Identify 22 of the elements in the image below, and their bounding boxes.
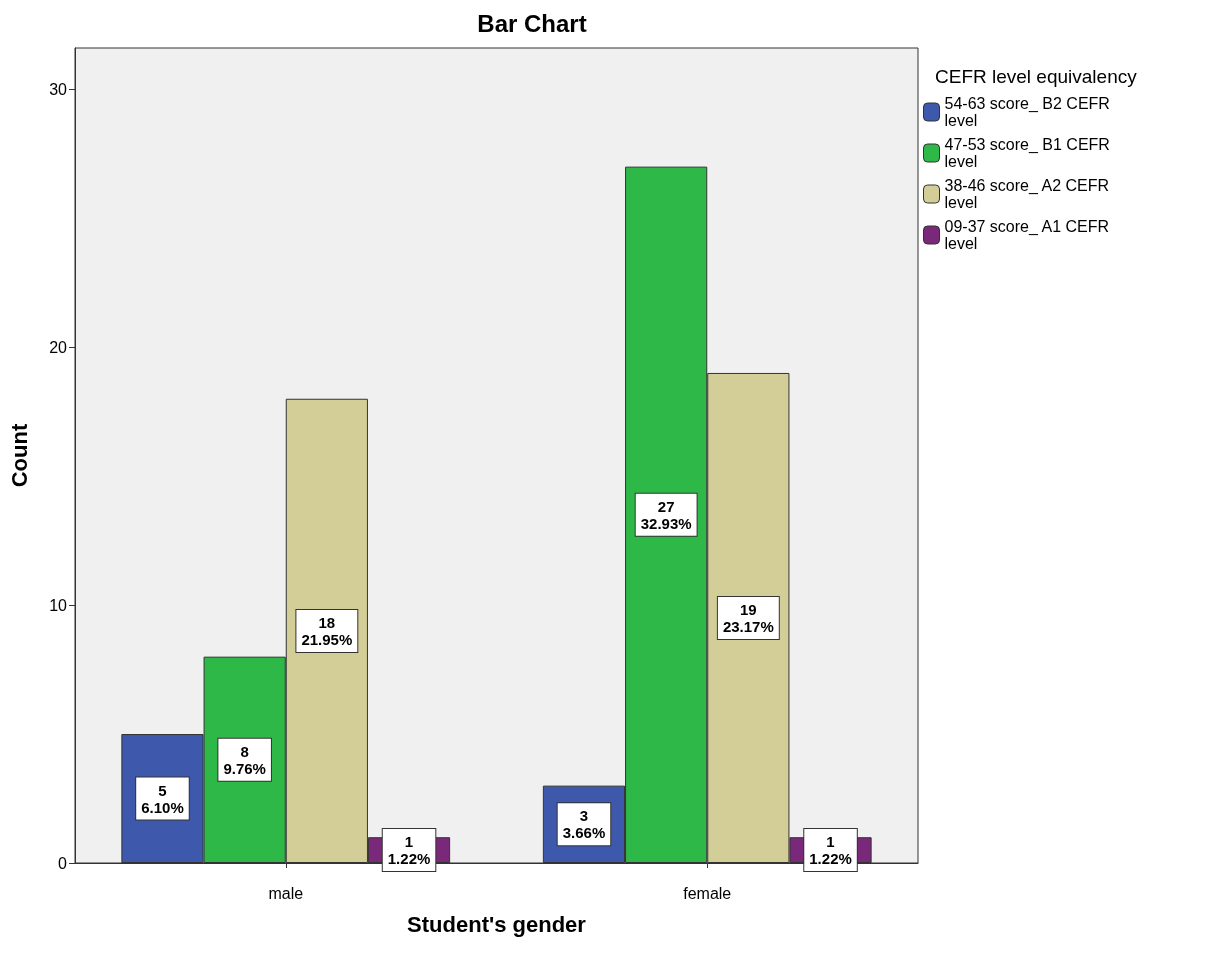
data-label: 3 3.66% <box>562 807 606 842</box>
y-tick-label: 30 <box>49 80 68 98</box>
data-label: 1 1.22% <box>387 833 431 868</box>
y-axis-title: Count <box>6 423 32 488</box>
x-tick-label: male <box>268 884 304 902</box>
legend-label: 47-53 score_ B1 CEFR level <box>944 136 1115 170</box>
y-tick-label: 0 <box>58 854 68 872</box>
data-label: 1 1.22% <box>809 833 852 868</box>
legend-label: 38-46 score_ A2 CEFR level <box>944 177 1114 211</box>
data-label: 19 23.17% <box>722 600 774 635</box>
data-label: 18 21.95% <box>301 613 353 648</box>
data-label: 8 9.76% <box>223 742 266 777</box>
x-axis-title: Student's gender <box>407 911 587 937</box>
chart-title: Bar Chart <box>477 9 587 37</box>
x-tick-label: female <box>683 884 732 902</box>
y-tick-label: 10 <box>49 596 68 614</box>
y-tick-label: 20 <box>49 338 68 356</box>
legend-title: CEFR level equivalency <box>935 66 1138 87</box>
legend-label: 54-63 score_ B2 CEFR level <box>944 95 1115 129</box>
legend-label: 09-37 score_ A1 CEFR level <box>944 218 1114 252</box>
data-label: 5 6.10% <box>141 781 184 816</box>
data-label: 27 32.93% <box>640 497 692 532</box>
